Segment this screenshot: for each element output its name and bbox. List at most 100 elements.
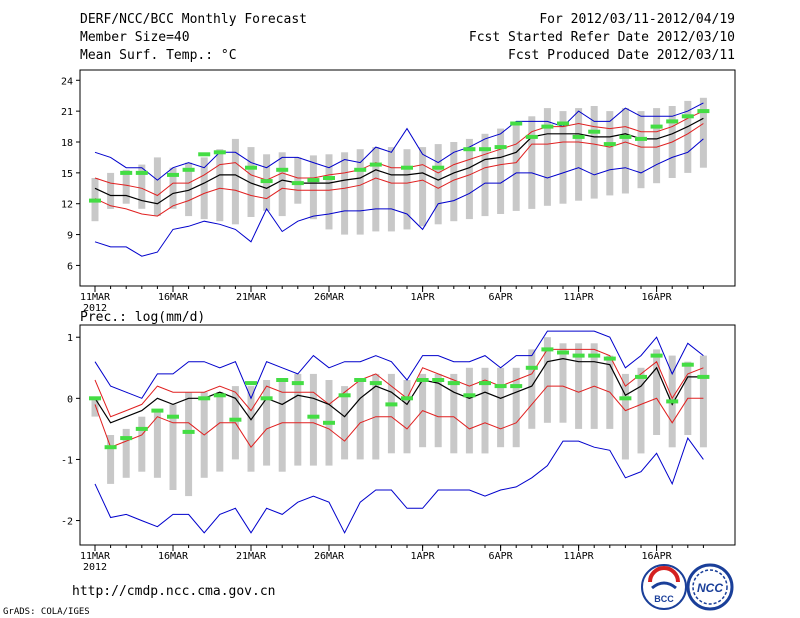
temperature-box-day-10 <box>231 138 239 225</box>
temperature-box-day-20 <box>387 147 395 232</box>
temperature-observed-day-30 <box>541 124 554 129</box>
temperature-box-day-27 <box>497 128 505 214</box>
temperature-marks <box>89 97 710 257</box>
temperature-observed-day-14 <box>291 181 304 186</box>
temperature-observed-day-31 <box>557 121 569 126</box>
temperature-box-day-26 <box>481 133 489 217</box>
temperature-box-day-32 <box>575 108 583 201</box>
precipitation-observed-day-37 <box>650 353 663 358</box>
temperature-observed-day-18 <box>354 167 367 172</box>
temperature-box-day-11 <box>247 147 255 217</box>
precipitation-box-day-24 <box>450 373 458 454</box>
temperature-box-day-17 <box>341 152 349 235</box>
temperature-observed-day-11 <box>245 165 257 170</box>
temperature-box-day-19 <box>372 147 380 232</box>
grads-credit: GrADS: COLA/IGES <box>3 607 90 617</box>
precipitation-box-day-5 <box>153 410 161 478</box>
temperature-box-day-31 <box>559 111 567 204</box>
precipitation-observed-day-35 <box>619 396 632 401</box>
temperature-observed-day-35 <box>619 134 632 139</box>
temperature-box-day-37 <box>653 108 661 184</box>
temp-variable-label: Mean Surf. Temp.: °C <box>80 48 237 63</box>
precipitation-box-day-32 <box>575 343 583 429</box>
precipitation-box-day-15 <box>309 373 317 466</box>
precipitation-spread-high-line <box>94 348 704 418</box>
temperature-xtick-label: 16APR <box>642 292 673 303</box>
precipitation-xtick-label: 21MAR <box>236 551 267 562</box>
temperature-ytick-label: 9 <box>67 231 73 242</box>
precipitation-box-day-30 <box>543 337 551 423</box>
precipitation-observed-day-15 <box>307 414 320 419</box>
precipitation-observed-day-30 <box>541 347 554 352</box>
precipitation-observed-day-21 <box>401 396 413 401</box>
temperature-box-day-22 <box>419 147 427 227</box>
precipitation-box-day-13 <box>278 380 286 472</box>
precipitation-observed-day-8 <box>198 396 211 401</box>
temperature-observed-day-25 <box>463 147 476 152</box>
temperature-ensemble-mean-line <box>94 117 704 205</box>
precipitation-observed-day-32 <box>572 353 585 358</box>
precipitation-observed-day-5 <box>151 408 164 413</box>
forecast-period: For 2012/03/11-2012/04/19 <box>539 12 735 27</box>
precipitation-observed-day-25 <box>463 393 476 398</box>
precipitation-observed-day-19 <box>369 381 382 386</box>
temperature-box-day-9 <box>216 149 224 222</box>
precipitation-marks <box>89 330 710 534</box>
temperature-ytick-label: 6 <box>67 261 73 272</box>
temperature-observed-day-4 <box>135 170 148 175</box>
temperature-ytick-label: 12 <box>61 200 73 211</box>
precipitation-observed-day-3 <box>120 436 133 441</box>
source-url[interactable]: http://cmdp.ncc.cma.gov.cn <box>72 584 276 599</box>
precipitation-observed-day-18 <box>354 378 367 382</box>
temperature-observed-day-28 <box>510 121 523 126</box>
temperature-ytick-label: 18 <box>61 138 73 149</box>
temperature-observed-day-8 <box>198 152 211 157</box>
precipitation-box-day-17 <box>341 386 349 460</box>
temperature-observed-day-3 <box>120 170 133 175</box>
temperature-xtick-label: 26MAR <box>314 292 345 303</box>
precipitation-box-day-23 <box>434 373 442 448</box>
precipitation-box-day-2 <box>107 435 115 484</box>
bcc-logo-text: BCC <box>654 594 674 604</box>
temperature-observed-day-32 <box>572 134 585 139</box>
precipitation-observed-day-31 <box>557 350 569 355</box>
temperature-observed-day-12 <box>260 179 273 184</box>
precipitation-observed-day-14 <box>291 381 304 386</box>
bcc-logo-arc-icon <box>648 566 680 583</box>
temperature-envelope-max-line <box>94 102 704 181</box>
precipitation-observed-day-26 <box>479 381 491 386</box>
precipitation-envelope-max-line <box>94 330 704 400</box>
precipitation-envelope-min-line <box>94 437 704 534</box>
temperature-box-day-40 <box>699 97 707 168</box>
temperature-ytick-label: 21 <box>61 107 73 118</box>
precipitation-observed-day-20 <box>385 402 398 407</box>
precipitation-box-day-7 <box>185 392 193 497</box>
temperature-box-day-4 <box>138 164 146 209</box>
temperature-observed-day-13 <box>276 167 289 172</box>
temperature-observed-day-34 <box>603 142 616 147</box>
precipitation-observed-day-17 <box>338 393 351 398</box>
precip-variable-label: Prec.: log(mm/d) <box>80 310 205 325</box>
precipitation-observed-day-33 <box>588 353 601 358</box>
precipitation-observed-day-6 <box>167 414 179 419</box>
precipitation-observed-day-1 <box>89 396 101 401</box>
precipitation-box-day-40 <box>699 355 707 448</box>
precipitation-box-day-18 <box>356 380 364 460</box>
precipitation-box-day-11 <box>247 386 255 472</box>
temperature-observed-day-21 <box>401 165 413 170</box>
temperature-box-day-8 <box>200 157 208 220</box>
temperature-box-day-24 <box>450 142 458 222</box>
precipitation-y-axis: -2 -1 0 1 <box>61 333 704 548</box>
precipitation-box-day-9 <box>216 392 224 472</box>
temperature-observed-day-9 <box>213 150 226 155</box>
precipitation-observed-day-36 <box>635 374 647 379</box>
temperature-observed-day-39 <box>681 114 694 119</box>
temperature-box-day-15 <box>309 155 317 220</box>
temperature-observed-day-6 <box>167 172 179 177</box>
forecast-start-date: Fcst Started Refer Date 2012/03/10 <box>469 30 735 45</box>
precipitation-box-day-20 <box>387 373 395 454</box>
precipitation-observed-day-16 <box>323 420 335 425</box>
temperature-box-day-13 <box>278 152 286 217</box>
temperature-y-axis: 6 9 12 15 18 21 24 <box>61 76 704 289</box>
